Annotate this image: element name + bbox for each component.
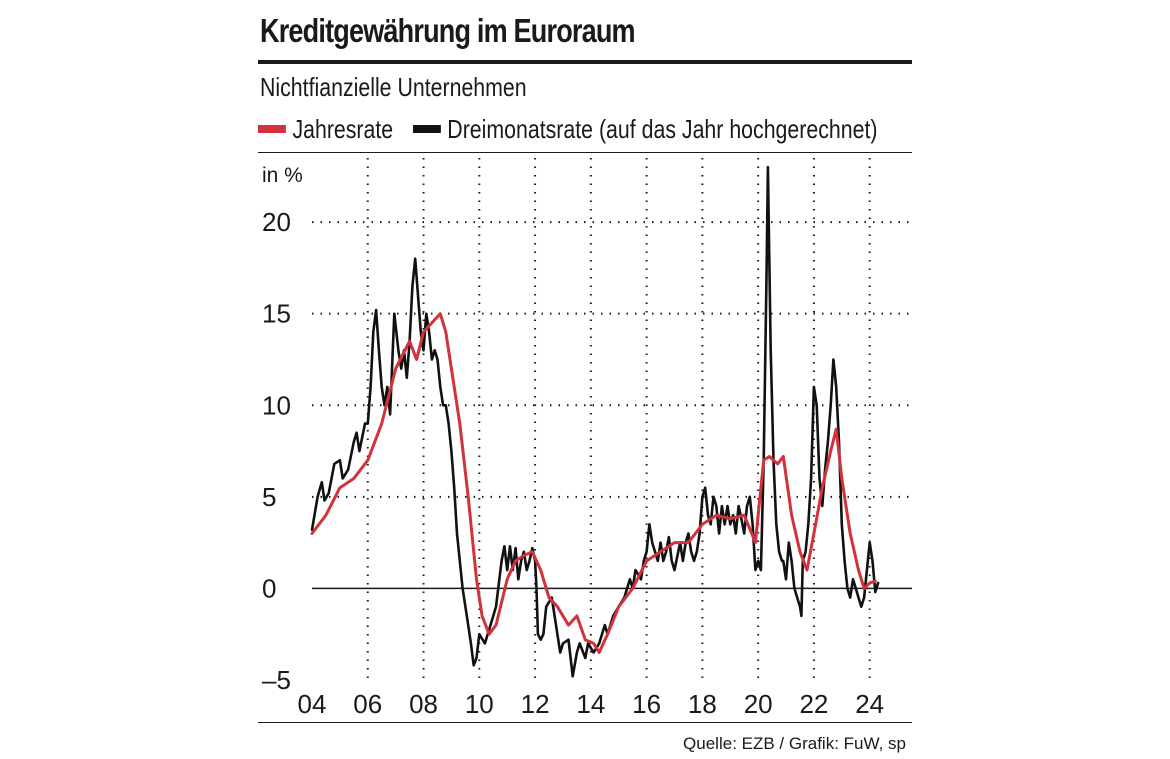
x-tick-label: 20 [744,689,773,719]
x-tick-label: 08 [409,689,438,719]
y-tick-label: 15 [262,299,291,329]
legend-swatch-black [412,125,441,133]
series-line-dreimonatsrate [310,165,880,678]
x-tick-label: 04 [298,689,327,719]
legend-swatch-red [258,125,286,133]
legend-label-jahresrate: Jahresrate [292,113,394,144]
series-lines [310,165,880,678]
bottom-rule [258,722,912,723]
y-tick-label: –5 [262,665,291,695]
x-tick-label: 16 [632,689,661,719]
x-tick-label: 10 [465,689,494,719]
legend-item-dreimonatsrate: Dreimonatsrate (auf das Jahr hochgerechn… [412,113,878,145]
source-note: Quelle: EZB / Grafik: FuW, sp [683,734,906,753]
y-tick-label: 0 [262,573,276,603]
chart-title: Kreditgewährung im Euroraum [260,12,636,49]
x-tick-label: 12 [521,689,550,719]
y-tick-label: 5 [262,482,276,512]
axes: 04 06 08 10 12 14 16 18 20 22 24 –5 0 5 10 15 20 [262,207,884,719]
y-tick-label: 10 [262,390,291,420]
x-tick-label: 18 [688,689,717,719]
title-rule [258,60,912,64]
y-axis-unit-label: in % [262,164,303,187]
legend: Jahresrate Dreimonatsrate (auf das Jahr … [258,112,897,146]
x-tick-label: 22 [799,689,828,719]
chart-subtitle: Nichtfianzielle Unternehmen [260,72,527,102]
series-line-jahresrate [310,312,877,654]
x-tick-label: 24 [855,689,884,719]
x-tick-label: 06 [353,689,382,719]
y-tick-label: 20 [262,207,291,237]
legend-label-dreimonatsrate: Dreimonatsrate (auf das Jahr hochgerechn… [447,113,878,144]
x-tick-label: 14 [576,689,605,719]
grid [312,158,912,680]
legend-rule [258,152,912,153]
legend-item-jahresrate: Jahresrate [258,114,393,145]
